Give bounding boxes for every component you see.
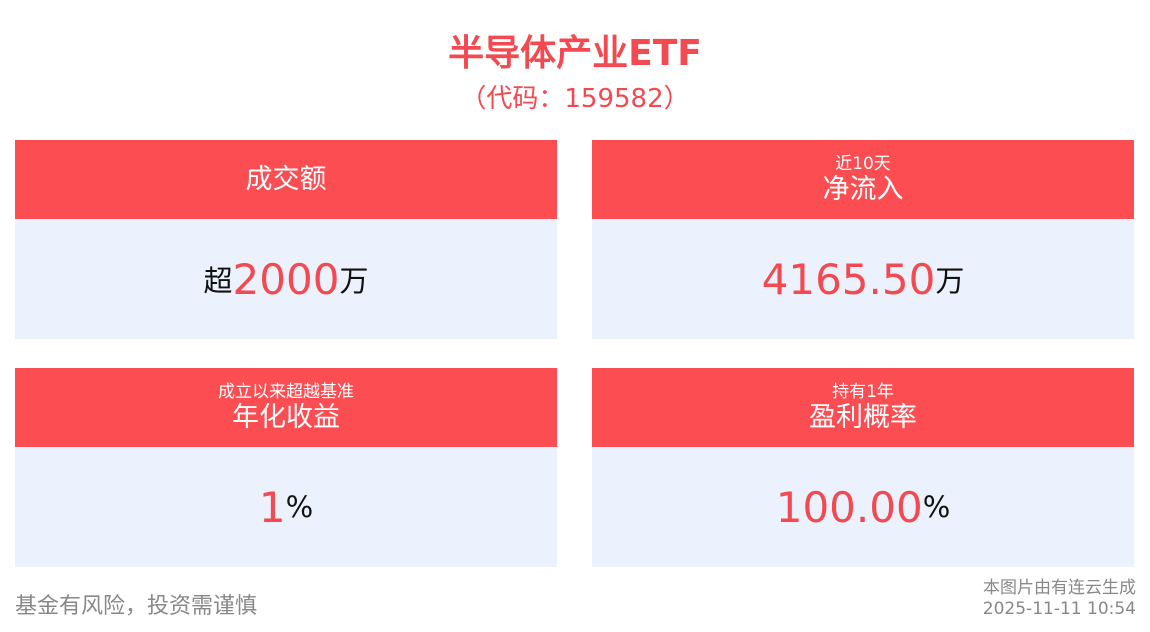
card-title: 年化收益 xyxy=(232,401,340,433)
card-body: 100.00% xyxy=(592,447,1134,567)
card-subtitle: 近10天 xyxy=(835,153,891,174)
card-value: 100.00 xyxy=(775,482,923,532)
card-body: 4165.50 万 xyxy=(592,219,1134,339)
source-text: 本图片由有连云生成 xyxy=(983,578,1136,598)
card-unit: % xyxy=(285,490,314,524)
card-body: 1% xyxy=(15,447,557,567)
card-value: 1 xyxy=(258,482,286,532)
card: 成立以来超越基准 年化收益 1% xyxy=(15,368,557,567)
card-body: 超 2000 万 xyxy=(15,219,557,339)
card-subtitle: 成立以来超越基准 xyxy=(218,381,354,402)
card-subtitle: 持有1年 xyxy=(832,381,894,402)
timestamp: 2025-11-11 10:54 xyxy=(982,599,1136,619)
card-value: 2000 xyxy=(232,254,340,304)
card: 持有1年 盈利概率 100.00% xyxy=(592,368,1134,567)
card-header: 近10天 净流入 xyxy=(592,140,1134,219)
code: （代码：159582） xyxy=(460,84,690,114)
title: 半导体产业ETF xyxy=(448,33,702,74)
card-title: 盈利概率 xyxy=(809,401,917,433)
card-value: 4165.50 xyxy=(761,254,936,304)
source: 本图片由有连云生成 2025-11-11 10:54 xyxy=(983,578,1136,620)
card-unit: 万 xyxy=(339,264,369,298)
card-unit: % xyxy=(922,490,951,524)
disclaimer: 基金有风险，投资需谨慎 xyxy=(15,594,258,619)
card-prefix: 超 xyxy=(203,264,233,298)
card-header: 成交额 xyxy=(15,140,557,219)
card-unit: 万 xyxy=(935,264,965,298)
card-title: 成交额 xyxy=(245,163,327,195)
card-title: 净流入 xyxy=(822,173,904,205)
card-header: 成立以来超越基准 年化收益 xyxy=(15,368,557,447)
card-header: 持有1年 盈利概率 xyxy=(592,368,1134,447)
card: 近10天 净流入 4165.50 万 xyxy=(592,140,1134,339)
card: 成交额超 2000 万 xyxy=(15,140,557,339)
